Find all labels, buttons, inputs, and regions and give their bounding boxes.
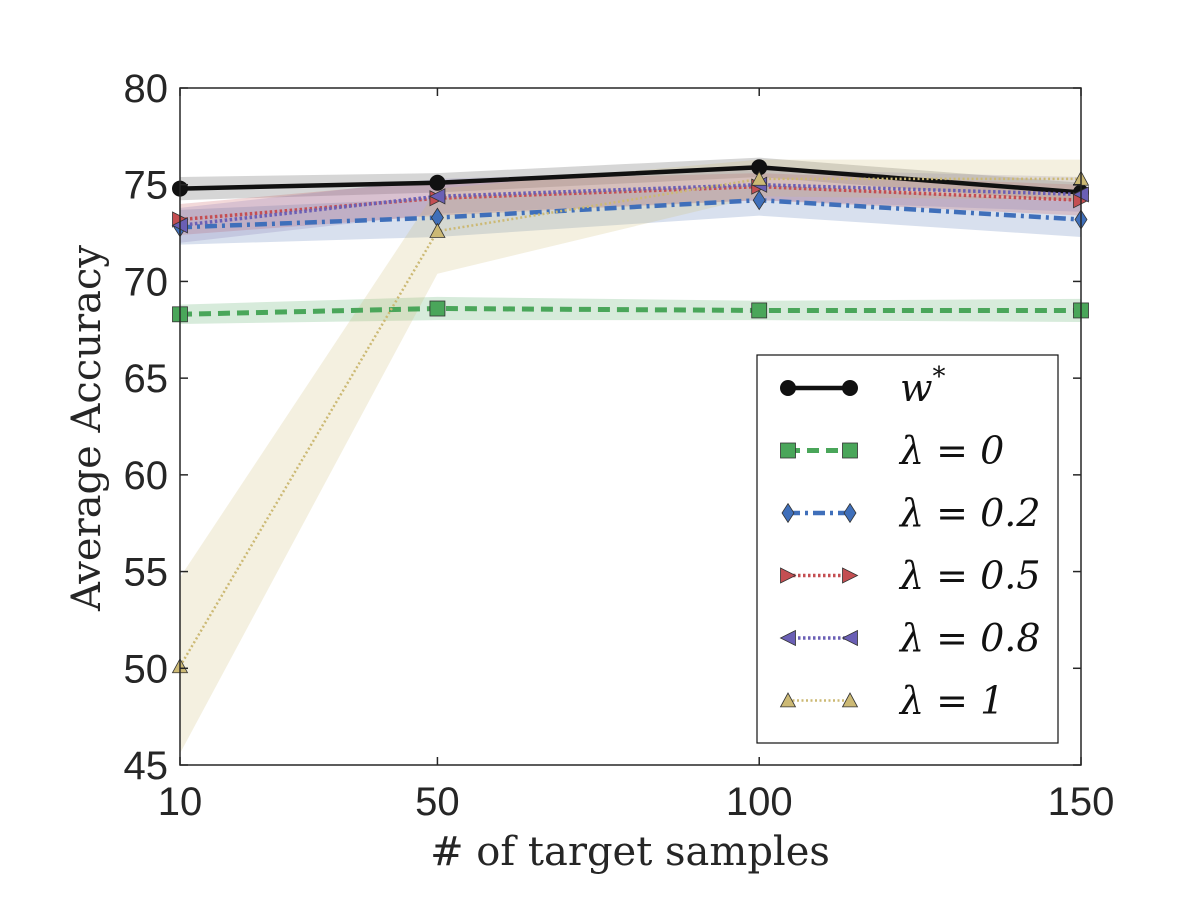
y-tick-label-0: 45	[124, 744, 169, 788]
marker-series-2-point-2	[752, 190, 766, 211]
series-lines	[177, 165, 1084, 667]
band-series-0	[180, 157, 1081, 203]
line-series-2	[179, 197, 1082, 230]
y-tick-label-3: 60	[124, 454, 169, 498]
legend-box	[756, 354, 1059, 744]
line-series-0	[177, 165, 1084, 195]
band-series-4	[180, 169, 1081, 243]
marker-series-1-point-2	[751, 302, 768, 319]
legend-label-0: w*	[900, 362, 946, 410]
y-tick-label-7: 80	[124, 67, 169, 111]
line-series-5	[178, 177, 1081, 667]
legend-label-5: λ = 1	[898, 679, 1004, 723]
y-axis-label: Average Accuracy	[64, 245, 110, 612]
marker-series-0-point-1	[429, 174, 446, 191]
marker-series-5-point-1	[429, 222, 446, 238]
band-series-3	[180, 173, 1081, 236]
legend: w* λ = 0 λ = 0.2 λ = 0.5 λ = 0.8 λ = 1	[756, 354, 1059, 744]
marker-series-1-point-1	[429, 300, 446, 317]
marker-series-4-point-1	[429, 188, 446, 205]
legend-marker-end-2	[843, 502, 857, 524]
legend-label-1: λ = 0	[898, 429, 1004, 473]
y-tick-label-1: 50	[124, 647, 169, 691]
legend-marker-start-1	[780, 442, 796, 459]
plot-frame	[179, 87, 1082, 766]
legend-label-2: λ = 0.2	[898, 491, 1041, 535]
y-tick-label-5: 70	[124, 260, 169, 304]
legend-marker-start-5	[779, 692, 797, 708]
axis-ticks	[179, 87, 1082, 766]
x-tick-label-1: 50	[415, 780, 460, 824]
x-axis-label: # of target samples	[430, 829, 830, 875]
band-series-5	[180, 159, 1081, 754]
band-series-2	[180, 184, 1081, 245]
series-markers	[171, 159, 1090, 674]
line-series-3	[179, 184, 1082, 222]
legend-marker-start-0	[780, 380, 796, 396]
legend-label-4: λ = 0.8	[898, 616, 1041, 660]
band-series-1	[180, 296, 1081, 324]
confidence-bands	[180, 157, 1081, 754]
axis-tick-labels: 10 50 100 150 45 50 55 60 65 70 75 80	[124, 67, 1115, 824]
line-series-4	[179, 182, 1082, 228]
x-tick-label-3: 150	[1048, 780, 1115, 824]
legend-marker-end-4	[841, 629, 858, 647]
legend-marker-end-1	[842, 442, 858, 459]
x-tick-label-0: 10	[158, 780, 203, 824]
legend-marker-start-3	[780, 567, 797, 584]
legend-marker-end-3	[842, 567, 859, 584]
y-tick-label-2: 55	[124, 551, 169, 595]
legend-marker-end-5	[841, 692, 859, 708]
x-tick-label-2: 100	[726, 780, 793, 824]
legend-label-3: λ = 0.5	[898, 554, 1041, 598]
legend-marker-end-0	[842, 380, 858, 396]
y-tick-label-4: 65	[124, 357, 169, 401]
marker-series-5-point-2	[751, 170, 768, 186]
legend-marker-start-4	[779, 629, 796, 647]
legend-marker-start-2	[781, 502, 795, 524]
line-series-1	[179, 306, 1081, 317]
y-tick-label-6: 75	[124, 164, 169, 208]
